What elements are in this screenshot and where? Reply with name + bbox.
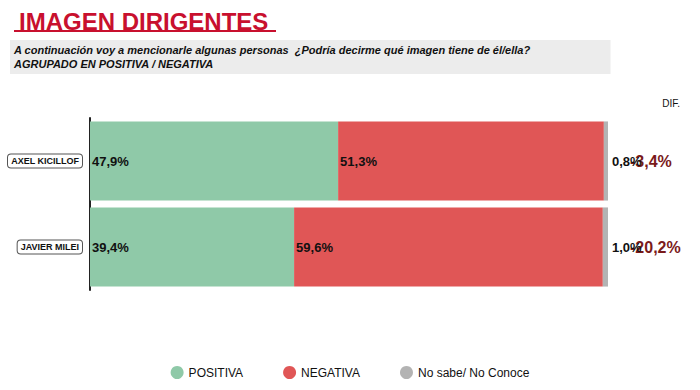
svg-text:No sabe/ No Conoce: No sabe/ No Conoce [418,366,530,380]
svg-text:-3,4%: -3,4% [630,152,672,170]
svg-text:DIF.: DIF. [662,98,680,109]
svg-text:47,9%: 47,9% [92,154,129,169]
svg-text:-20,2%: -20,2% [630,238,681,256]
svg-text:51,3%: 51,3% [340,154,377,169]
svg-text:39,4%: 39,4% [92,240,129,255]
svg-text:AGRUPADO EN POSITIVA / NEGATIV: AGRUPADO EN POSITIVA / NEGATIVA [13,58,213,70]
svg-text:AXEL KICILLOF: AXEL KICILLOF [11,156,79,166]
svg-text:JAVIER MILEI: JAVIER MILEI [21,242,79,252]
svg-text:0,8%: 0,8% [612,154,642,169]
svg-text:POSITIVA: POSITIVA [189,366,243,380]
svg-text:59,6%: 59,6% [296,240,333,255]
svg-text:A continuación voy a mencionar: A continuación voy a mencionarle algunas… [13,44,530,57]
svg-text:NEGATIVA: NEGATIVA [301,366,360,380]
svg-text:IMAGEN DIRIGENTES: IMAGEN DIRIGENTES [19,8,268,35]
svg-text:1,0%: 1,0% [612,240,642,255]
